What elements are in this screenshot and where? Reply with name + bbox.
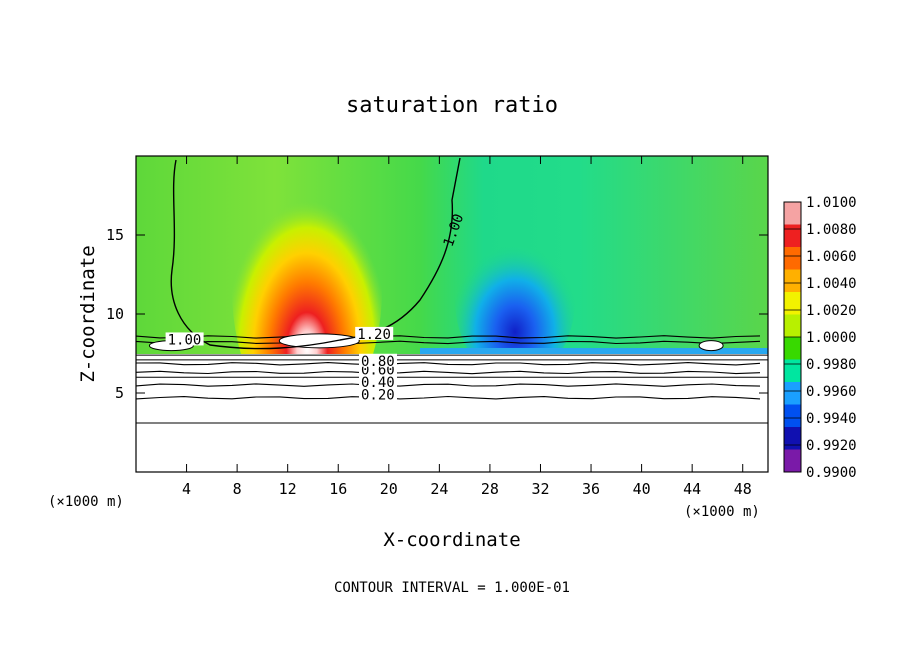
colorbar-label: 0.9940 [806, 411, 857, 427]
chart-title: saturation ratio [346, 93, 558, 118]
colorbar-label: 1.0060 [806, 249, 857, 265]
contour-label-bg [355, 326, 394, 340]
colorbar-swatch [784, 404, 801, 428]
contour-upper [170, 157, 461, 350]
colorbar-swatch [784, 224, 801, 248]
x-tick-label: 48 [734, 480, 752, 498]
contour-label: 0.20 [361, 388, 395, 404]
contour-label-bg [358, 387, 397, 401]
colorbar: 1.0100 1.0080 1.0060 1.0040 1.0020 1.0000 0.99… [783, 195, 857, 481]
x-unit-right: (×1000 m) [684, 504, 760, 520]
x-tick-label: 40 [633, 480, 651, 498]
colorbar-label: 0.9980 [806, 357, 857, 373]
contour-label: 0.80 [361, 354, 395, 370]
x-tick-label: 44 [683, 480, 701, 498]
colorbar-label: 0.9920 [806, 438, 857, 454]
colorbar-swatch [784, 427, 801, 450]
x-tick-label: 28 [481, 480, 499, 498]
x-tick-label: 4 [182, 480, 191, 498]
colorbar-swatch [784, 292, 801, 315]
contour-label-bg [358, 353, 397, 367]
contour-line [136, 370, 761, 375]
x-tick-label: 12 [279, 480, 297, 498]
colorbar-label: 0.9960 [806, 384, 857, 400]
colorbar-swatch [784, 382, 801, 405]
colorbar-label: 1.0000 [806, 330, 857, 346]
colorbar-swatch [784, 359, 801, 383]
upper-field [136, 156, 768, 356]
contour-blob [278, 333, 360, 349]
x-tick-label: 16 [329, 480, 347, 498]
colorbar-swatch [784, 337, 801, 360]
y-axis: 5 10 15 [106, 226, 768, 402]
x-axis-label: X-coordinate [383, 529, 520, 551]
contour-line [136, 362, 761, 366]
contour-line [136, 335, 761, 339]
contour-interval-note: CONTOUR INTERVAL = 1.000E-01 [334, 580, 570, 596]
colorbar-label: 1.0100 [806, 195, 857, 211]
colorbar-label: 1.0040 [806, 276, 857, 292]
colorbar-label: 0.9900 [806, 465, 857, 481]
plot-area [136, 156, 768, 472]
x-tick-label: 8 [233, 480, 242, 498]
cloud-base-blue-band [420, 348, 768, 354]
colorbar-swatch [784, 202, 801, 225]
contour-label: 1.00 [168, 332, 202, 348]
x-tick-label: 36 [582, 480, 600, 498]
x-tick-label: 24 [430, 480, 448, 498]
x-axis: 4 8 12 16 20 24 28 32 36 40 44 48 [182, 156, 752, 498]
colorbar-label: 1.0080 [806, 222, 857, 238]
y-tick-label: 15 [106, 226, 124, 244]
x-tick-label: 20 [380, 480, 398, 498]
contour-line [136, 395, 761, 400]
contour-line [136, 340, 761, 345]
contour-lines [136, 333, 768, 424]
cool-region [455, 220, 575, 380]
x-tick-label: 32 [531, 480, 549, 498]
colorbar-swatch [784, 449, 801, 473]
y-tick-label: 10 [106, 305, 124, 323]
contour-label-bg [165, 332, 204, 346]
x-unit-left: (×1000 m) [48, 494, 124, 510]
contour-label: 0.40 [361, 375, 395, 391]
contour-line [136, 383, 761, 387]
colorbar-swatch [784, 247, 801, 270]
y-tick-label: 5 [115, 384, 124, 402]
colorbar-swatch [784, 269, 801, 293]
colorbar-label: 1.0020 [806, 303, 857, 319]
contour-label: 1.20 [357, 327, 391, 343]
y-axis-label: Z-coordinate [77, 245, 99, 382]
contour-blob [698, 340, 724, 352]
colorbar-swatch [784, 314, 801, 338]
contour-label-bg [358, 375, 397, 389]
